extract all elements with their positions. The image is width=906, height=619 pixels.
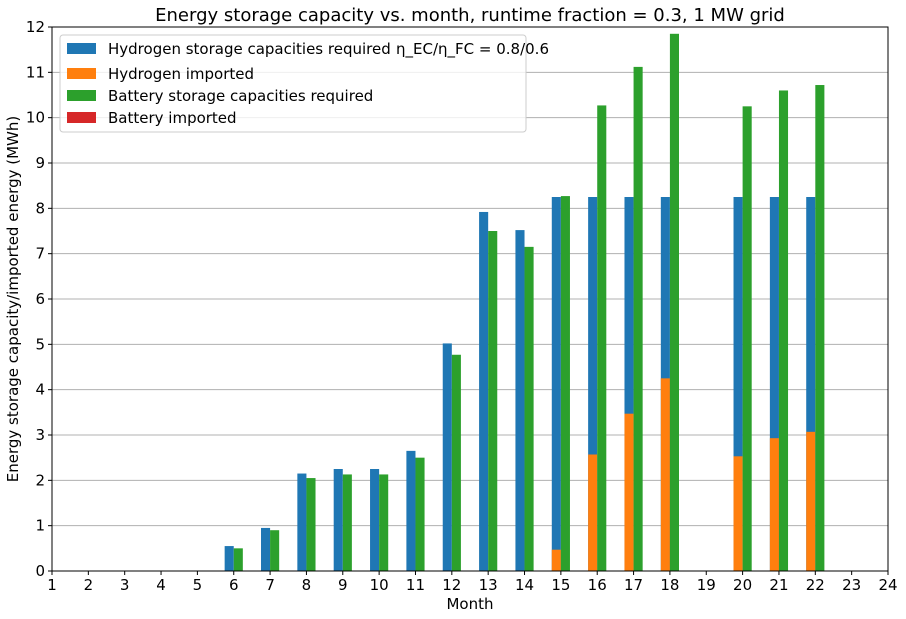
y-tick-label: 9 bbox=[35, 154, 45, 172]
bar-battery-storage bbox=[233, 548, 243, 571]
y-tick-label: 6 bbox=[35, 290, 45, 308]
x-tick-label: 23 bbox=[842, 576, 861, 594]
x-tick-label: 5 bbox=[193, 576, 203, 594]
x-tick-label: 24 bbox=[878, 576, 897, 594]
x-tick-label: 4 bbox=[156, 576, 166, 594]
x-tick-label: 13 bbox=[479, 576, 498, 594]
bar-hydrogen-imported bbox=[806, 431, 816, 571]
x-tick-label: 22 bbox=[806, 576, 825, 594]
bar-battery-storage bbox=[415, 457, 425, 571]
y-tick-label: 4 bbox=[35, 381, 45, 399]
x-tick-label: 11 bbox=[406, 576, 425, 594]
bar-battery-storage bbox=[669, 33, 679, 572]
bar-battery-storage bbox=[379, 474, 389, 571]
x-tick-label: 2 bbox=[84, 576, 94, 594]
bar-hydrogen-imported bbox=[588, 454, 598, 571]
y-axis-label: Energy storage capacity/imported energy … bbox=[4, 116, 22, 482]
bar-hydrogen-storage bbox=[406, 450, 416, 571]
bar-hydrogen-imported bbox=[769, 438, 779, 571]
x-tick-label: 3 bbox=[120, 576, 130, 594]
bar-battery-storage bbox=[815, 85, 825, 571]
x-tick-label: 16 bbox=[588, 576, 607, 594]
y-tick-label: 2 bbox=[35, 471, 45, 489]
x-tick-label: 18 bbox=[660, 576, 679, 594]
legend-swatch bbox=[67, 112, 96, 123]
x-tick-label: 10 bbox=[370, 576, 389, 594]
bar-hydrogen-storage bbox=[370, 469, 380, 571]
bar-hydrogen-storage bbox=[551, 197, 561, 571]
y-tick-label: 0 bbox=[35, 562, 45, 580]
bar-hydrogen-storage bbox=[479, 211, 489, 571]
bar-battery-storage bbox=[270, 530, 280, 571]
x-tick-label: 12 bbox=[442, 576, 461, 594]
bar-hydrogen-storage bbox=[588, 197, 598, 571]
legend-swatch bbox=[67, 43, 96, 54]
bar-hydrogen-imported bbox=[733, 456, 743, 571]
y-tick-label: 10 bbox=[26, 109, 45, 127]
bar-hydrogen-imported bbox=[551, 549, 561, 571]
x-tick-label: 8 bbox=[302, 576, 312, 594]
legend-swatch bbox=[67, 90, 96, 101]
x-axis: 1 2 3 4 5 6 7 8 9 10 11 12 13 14 15 16 17 18 19 20 21 22 23 24 bbox=[47, 571, 898, 594]
chart-title: Energy storage capacity vs. month, runti… bbox=[155, 5, 785, 26]
bar-battery-storage bbox=[306, 478, 316, 571]
legend-math: η_EC/η_FC = 0.8/0.6 bbox=[396, 40, 549, 59]
bar-battery-storage bbox=[451, 354, 461, 571]
bar-battery-storage bbox=[597, 105, 607, 571]
bar-hydrogen-storage bbox=[624, 197, 634, 571]
x-tick-label: 17 bbox=[624, 576, 643, 594]
bar-battery-storage bbox=[778, 90, 789, 571]
x-tick-label: 9 bbox=[338, 576, 348, 594]
x-tick-label: 19 bbox=[697, 576, 716, 594]
bar-hydrogen-storage bbox=[769, 197, 779, 571]
bar-hydrogen-storage bbox=[261, 527, 271, 571]
bar-hydrogen-storage bbox=[297, 473, 307, 571]
legend-swatch bbox=[67, 68, 96, 79]
y-tick-label: 11 bbox=[26, 63, 45, 81]
bar-hydrogen-storage bbox=[806, 197, 816, 571]
bars bbox=[224, 33, 825, 572]
x-tick-label: 20 bbox=[733, 576, 752, 594]
bar-battery-storage bbox=[342, 474, 352, 571]
y-tick-label: 8 bbox=[35, 199, 45, 217]
x-axis-label: Month bbox=[446, 595, 493, 613]
x-tick-label: 21 bbox=[769, 576, 788, 594]
legend-label: Hydrogen storage capacities required bbox=[108, 40, 391, 58]
bar-hydrogen-imported bbox=[624, 413, 634, 571]
x-tick-label: 7 bbox=[265, 576, 275, 594]
bar-hydrogen-storage bbox=[733, 197, 743, 571]
bar-battery-storage bbox=[488, 231, 498, 571]
y-tick-label: 5 bbox=[35, 335, 45, 353]
bar-hydrogen-storage bbox=[224, 546, 234, 571]
bar-battery-storage bbox=[633, 66, 643, 571]
bar-battery-storage bbox=[524, 246, 534, 571]
legend-label: Battery imported bbox=[108, 109, 237, 127]
legend-label: Battery storage capacities required bbox=[108, 87, 373, 105]
legend-label: Hydrogen imported bbox=[108, 65, 254, 83]
y-tick-label: 3 bbox=[35, 426, 45, 444]
bar-battery-storage bbox=[742, 106, 752, 571]
x-tick-label: 6 bbox=[229, 576, 239, 594]
x-tick-label: 15 bbox=[551, 576, 570, 594]
y-tick-label: 1 bbox=[35, 517, 45, 535]
legend-box bbox=[59, 34, 527, 133]
bar-hydrogen-imported bbox=[660, 378, 670, 571]
bar-battery-storage bbox=[560, 196, 570, 572]
legend: Hydrogen storage capacities required Hydr… bbox=[59, 34, 549, 133]
x-tick-label: 14 bbox=[515, 576, 534, 594]
y-tick-label: 7 bbox=[35, 245, 45, 263]
bar-hydrogen-storage bbox=[442, 343, 452, 571]
bar-hydrogen-storage bbox=[515, 230, 525, 572]
y-tick-label: 12 bbox=[26, 18, 45, 36]
x-tick-label: 1 bbox=[47, 576, 57, 594]
bar-hydrogen-storage bbox=[333, 469, 343, 571]
